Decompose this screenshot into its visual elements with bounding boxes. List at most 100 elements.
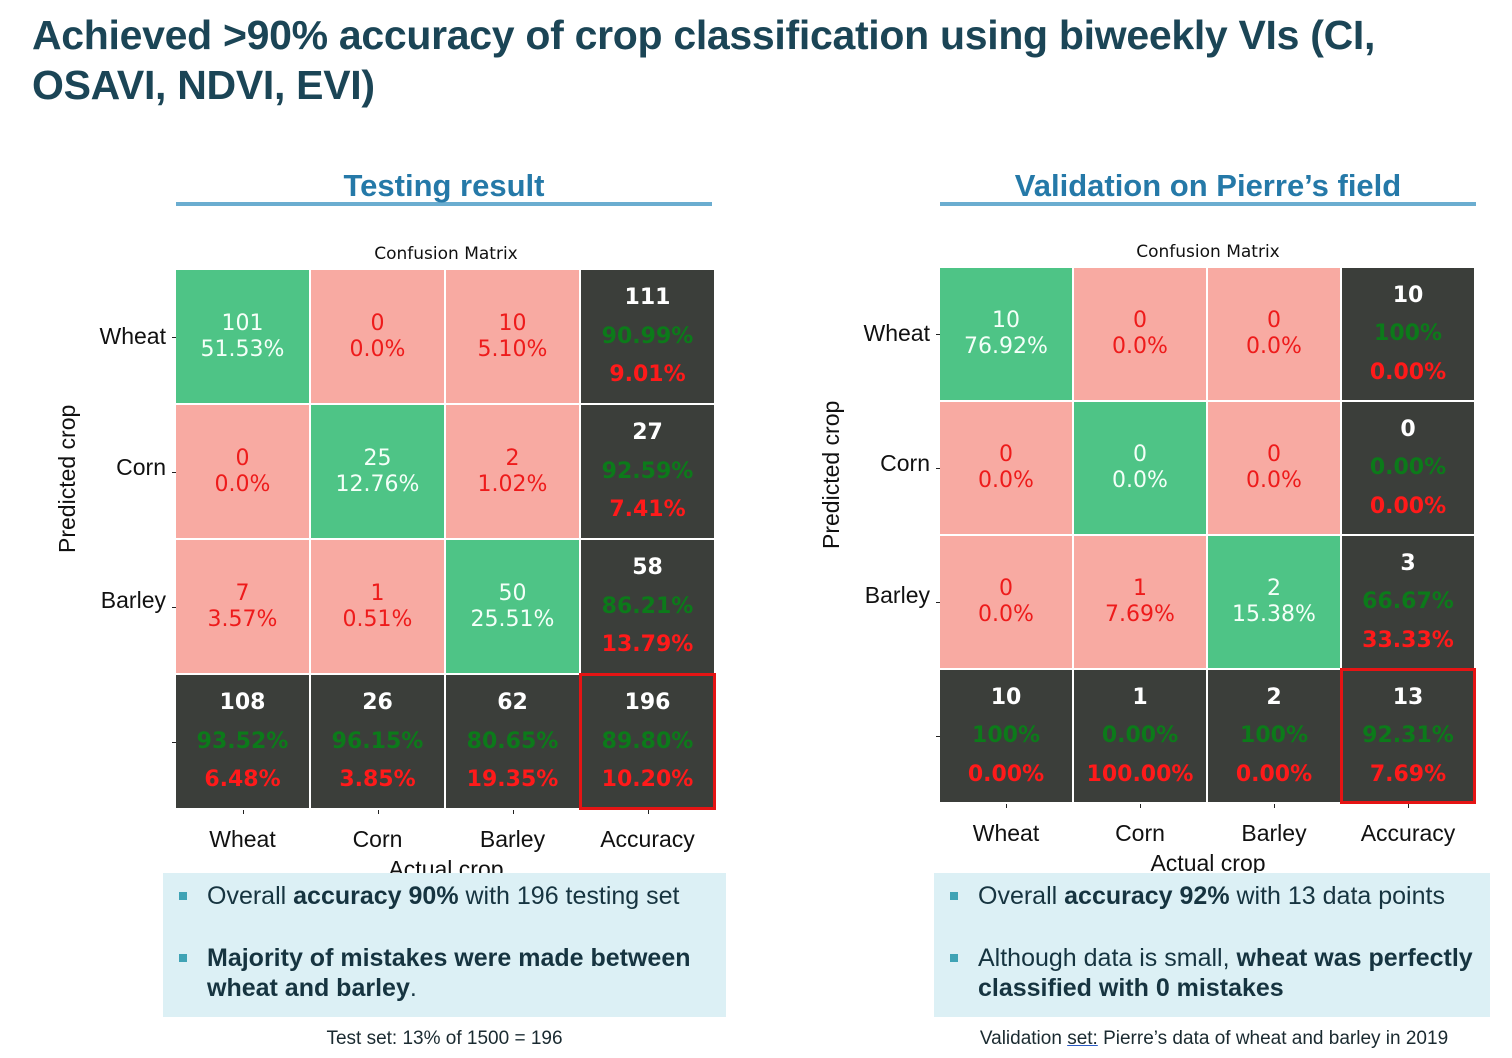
footnote: Test set: 13% of 1500 = 196	[326, 1028, 563, 1049]
y-tick	[172, 741, 176, 743]
bullet-icon	[950, 892, 958, 900]
summary-correct-rate: 80.65%	[466, 728, 559, 754]
validation-panel: Validation on Pierre’s field Confusion Ma…	[764, 0, 1512, 1058]
summary-cell: 1 0.00% 100.00%	[1074, 670, 1206, 802]
y-axis-label: Predicted crop	[818, 400, 844, 549]
cell-percent: 15.38%	[1232, 602, 1316, 627]
x-tick	[242, 810, 244, 814]
summary-cell: 111 90.99% 9.01%	[581, 270, 714, 403]
y-tick	[936, 736, 940, 737]
cell-count: 1	[370, 580, 385, 606]
column-label-accuracy: Accuracy	[600, 826, 695, 852]
cell-percent: 0.0%	[1246, 468, 1302, 493]
matrix-cell: 1 0.51%	[311, 540, 444, 673]
x-tick	[1408, 804, 1409, 808]
summary-total: 3	[1400, 550, 1416, 576]
row-label-wheat: Wheat	[99, 322, 166, 349]
summary-correct-rate: 0.00%	[1369, 455, 1447, 480]
cell-count: 0	[1133, 442, 1147, 467]
matrix-cell: 101 51.53%	[176, 270, 309, 403]
y-tick	[172, 336, 176, 338]
summary-error-rate: 9.01%	[609, 362, 686, 388]
summary-cell: 62 80.65% 19.35%	[446, 675, 579, 808]
cell-percent: 0.51%	[342, 606, 413, 632]
cell-percent: 7.69%	[1105, 602, 1175, 627]
summary-error-rate: 7.69%	[1369, 761, 1447, 787]
summary-total: 13	[1392, 684, 1424, 710]
summary-correct-rate: 66.67%	[1362, 589, 1454, 614]
summary-correct-rate: 0.00%	[1101, 723, 1179, 748]
cell-count: 2	[505, 445, 520, 471]
note-text: Overall accuracy 92% with 13 data points	[978, 882, 1445, 910]
cell-percent: 0.0%	[349, 336, 406, 362]
cell-percent: 12.76%	[335, 471, 420, 497]
cell-percent: 0.0%	[978, 602, 1034, 627]
summary-error-rate: 6.48%	[204, 767, 281, 793]
column-label-wheat: Wheat	[209, 826, 276, 852]
cell-count: 0	[999, 442, 1013, 467]
cell-percent: 0.0%	[214, 471, 271, 497]
summary-cell: 58 86.21% 13.79%	[581, 540, 714, 673]
summary-notes: Overall accuracy 90% with 196 testing se…	[163, 873, 726, 1017]
cell-percent: 3.57%	[207, 606, 278, 632]
summary-total: 27	[632, 419, 663, 445]
cell-count: 10	[498, 310, 527, 336]
row-label-barley: Barley	[100, 586, 166, 613]
summary-error-rate: 3.85%	[339, 767, 416, 793]
cell-percent: 51.53%	[200, 336, 285, 362]
cell-count: 2	[1267, 576, 1281, 601]
cell-count: 0	[1267, 442, 1281, 467]
summary-error-rate: 13.79%	[601, 632, 694, 658]
row-label-barley: Barley	[864, 582, 930, 608]
bullet-icon	[179, 954, 187, 962]
summary-error-rate: 7.41%	[609, 497, 686, 523]
cell-percent: 0.0%	[1246, 334, 1302, 359]
summary-correct-rate: 90.99%	[601, 323, 694, 349]
cell-percent: 25.51%	[470, 606, 555, 632]
page-title: Achieved >90% accuracy of crop classific…	[32, 12, 1376, 108]
summary-error-rate: 10.20%	[601, 767, 694, 793]
summary-correct-rate: 92.31%	[1362, 723, 1454, 748]
summary-cell: 10 100% 0.00%	[1342, 268, 1474, 400]
x-tick	[377, 810, 379, 814]
matrix-cell: 0 0.0%	[176, 405, 309, 538]
summary-cell: 27 92.59% 7.41%	[581, 405, 714, 538]
x-tick	[1140, 804, 1141, 808]
matrix-cell: 1 7.69%	[1074, 536, 1206, 668]
summary-correct-rate: 86.21%	[601, 593, 694, 619]
matrix-cell: 10 5.10%	[446, 270, 579, 403]
cell-percent: 76.92%	[964, 334, 1048, 359]
row-label-corn: Corn	[116, 453, 166, 480]
cell-count: 10	[992, 308, 1020, 333]
cell-count: 0	[370, 310, 385, 336]
column-label-corn: Corn	[1115, 820, 1165, 846]
summary-correct-rate: 92.59%	[601, 458, 694, 484]
summary-total: 58	[632, 554, 663, 580]
summary-correct-rate: 100%	[1374, 321, 1442, 346]
summary-total: 10	[1392, 282, 1424, 308]
column-label-barley: Barley	[479, 826, 546, 852]
cell-percent: 1.02%	[477, 471, 548, 497]
cell-count: 101	[221, 310, 264, 336]
matrix-cell: 10 76.92%	[940, 268, 1072, 400]
summary-total: 2	[1266, 684, 1282, 710]
panel-heading-text: Testing result	[343, 168, 545, 203]
y-tick	[936, 468, 940, 469]
footnote: Validation set: Pierre’s data of wheat a…	[979, 1028, 1449, 1049]
summary-total: 108	[219, 689, 266, 715]
summary-cell: 0 0.00% 0.00%	[1342, 402, 1474, 534]
panel-heading-text: Validation on Pierre’s field	[1014, 168, 1402, 203]
summary-total: 0	[1400, 416, 1416, 442]
overall-accuracy-cell: 13 92.31% 7.69%	[1340, 668, 1476, 804]
panel-heading: Validation on Pierre’s field	[940, 166, 1476, 206]
matrix-cell: 25 12.76%	[311, 405, 444, 538]
row-label-wheat: Wheat	[863, 320, 930, 346]
summary-total: 196	[624, 689, 671, 715]
summary-cell: 26 96.15% 3.85%	[311, 675, 444, 808]
cell-count: 0	[1267, 308, 1281, 333]
y-tick	[936, 334, 940, 335]
column-label-corn: Corn	[352, 826, 403, 852]
summary-error-rate: 0.00%	[967, 761, 1045, 787]
y-tick	[172, 606, 176, 608]
confusion-matrix: 10 76.92% 0 0.0% 0 0.0% 10 100% 0.00% 0 0.0% 0 0.0% 0…	[940, 268, 1476, 804]
